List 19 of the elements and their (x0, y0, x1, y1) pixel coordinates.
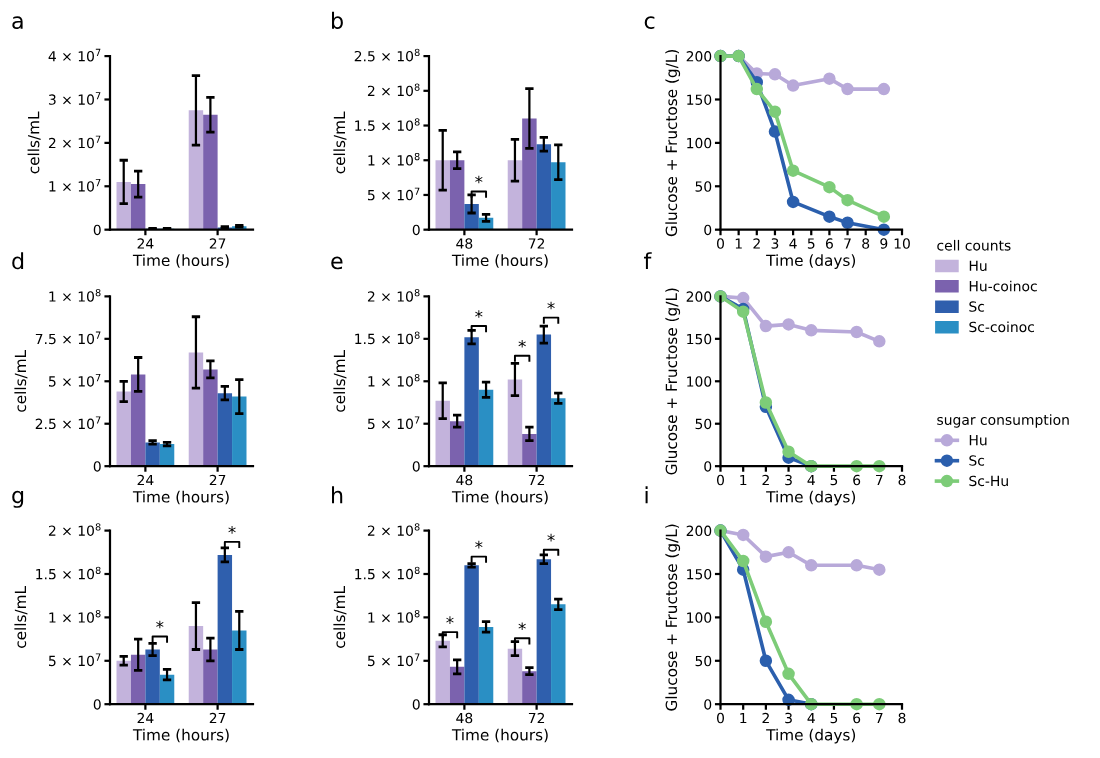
chart-title: e (331, 256, 343, 270)
annotation: * (518, 339, 526, 348)
chart-title: c (644, 16, 655, 30)
chart-title: a (12, 16, 23, 30)
chart-title: h (332, 486, 343, 504)
annotation: * (446, 616, 454, 624)
chart-title: i (645, 486, 648, 504)
chart-title: b (332, 11, 343, 30)
annotation: * (475, 310, 483, 318)
chart-title: d (12, 252, 24, 270)
annotation: * (156, 620, 164, 629)
annotation: * (518, 622, 526, 630)
annotation: * (228, 526, 236, 534)
annotation: * (475, 175, 483, 184)
annotation: * (475, 540, 483, 549)
annotation: * (547, 533, 555, 542)
chart-title: f (644, 252, 652, 270)
chart-title: g (12, 490, 24, 508)
annotation: * (547, 301, 555, 310)
